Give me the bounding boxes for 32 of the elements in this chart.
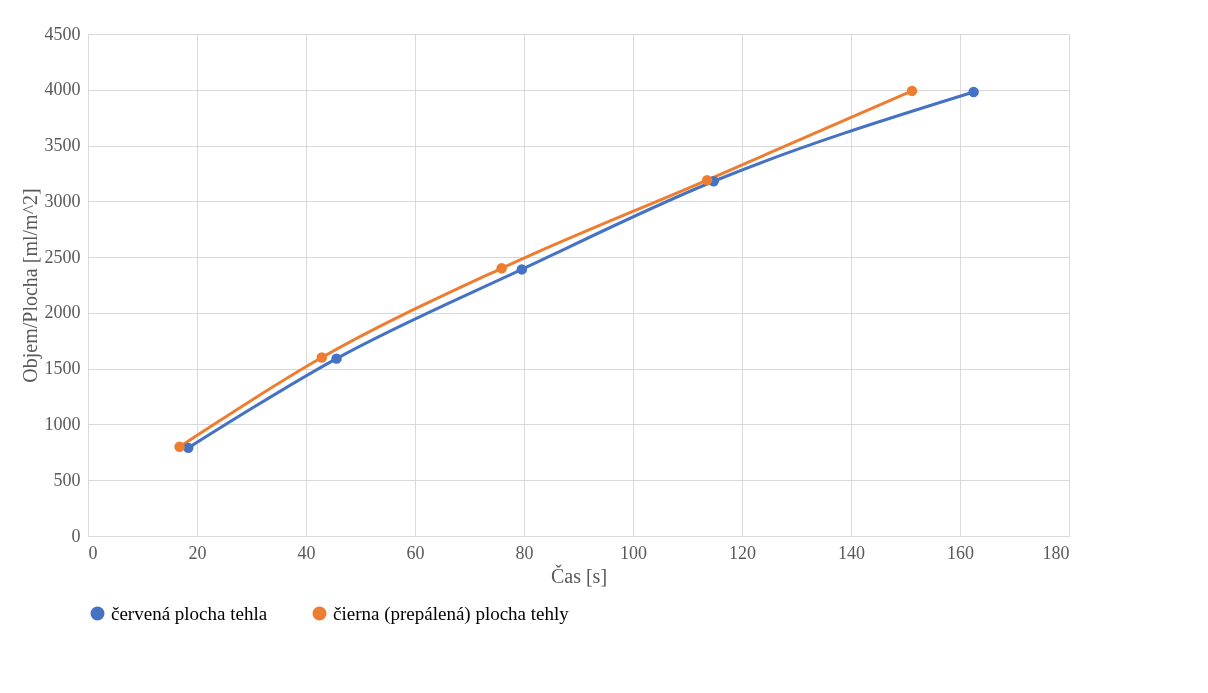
y-tick-label: 3000 <box>44 190 81 211</box>
y-tick-label: 2000 <box>44 302 81 323</box>
y-axis-title: Objem/Plocha [ml/m^2] <box>18 188 42 383</box>
point <box>331 353 342 364</box>
y-tick-label: 1000 <box>44 413 81 434</box>
y-tick-label: 3500 <box>44 135 81 156</box>
legend-label: čierna (prepálená) plocha tehly <box>333 602 570 625</box>
y-tick-label: 500 <box>53 469 81 490</box>
legend-label: červená plocha tehla <box>111 602 268 624</box>
x-tick-label: 80 <box>515 542 534 563</box>
x-tick-label: 160 <box>947 542 974 563</box>
x-axis-title: Čas [s] <box>550 563 608 587</box>
x-tick-label: 60 <box>406 542 425 563</box>
point <box>316 352 328 363</box>
x-tick-label: 40 <box>297 542 316 563</box>
x-tick-label: 20 <box>188 542 207 563</box>
point <box>174 441 185 452</box>
y-tick-label: 0 <box>71 525 81 546</box>
x-tick-label: 100 <box>620 542 647 563</box>
x-tick-label: 0 <box>88 542 98 563</box>
point <box>968 86 979 98</box>
point <box>496 263 507 274</box>
x-tick-label: 120 <box>729 542 756 563</box>
y-tick-label: 4500 <box>44 23 81 44</box>
y-tick-label: 4000 <box>44 79 81 100</box>
x-tick-label: 140 <box>838 542 865 563</box>
point <box>701 174 713 186</box>
point <box>516 264 528 275</box>
y-tick-label: 1500 <box>44 358 81 379</box>
point <box>906 85 918 97</box>
x-tick-label: 180 <box>1042 542 1070 563</box>
y-tick-label: 2500 <box>44 246 81 267</box>
